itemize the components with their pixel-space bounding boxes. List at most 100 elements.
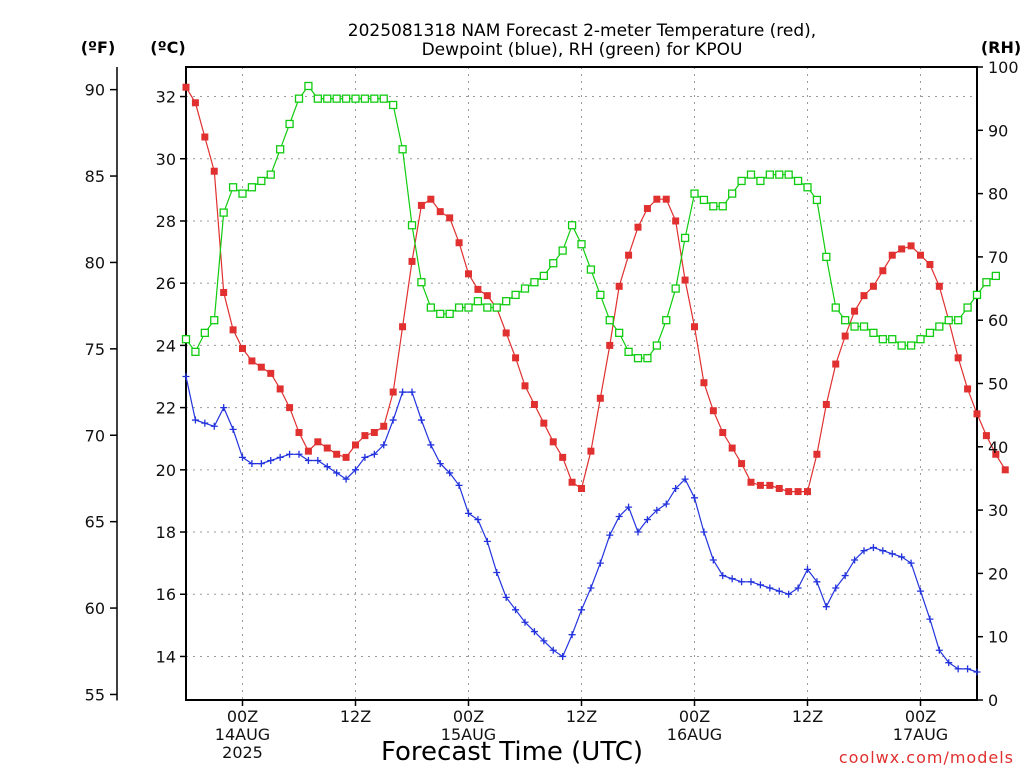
dewpoint-point: [634, 528, 642, 536]
x-tick-label: 00Z: [227, 707, 258, 726]
dewpoint-point: [257, 460, 265, 468]
dewpoint-point: [380, 441, 388, 449]
temperature-point: [691, 323, 698, 331]
rh-point: [859, 322, 869, 331]
dewpoint-point: [860, 547, 868, 555]
rh-point: [454, 303, 464, 312]
temperature-point: [474, 285, 482, 293]
rh-point: [398, 145, 407, 154]
rh-tick-label: 0: [988, 691, 998, 710]
dewpoint-point: [851, 556, 859, 564]
dewpoint-point: [191, 416, 199, 424]
celsius-tick-label: 24: [156, 336, 176, 355]
rh-point: [633, 354, 643, 363]
rh-point: [756, 176, 765, 186]
rh-point: [341, 94, 351, 103]
rh-point: [379, 94, 388, 103]
rh-point: [181, 335, 191, 344]
celsius-unit-label: (ºC): [150, 38, 185, 57]
fahrenheit-tick-label: 85: [85, 167, 105, 186]
rh-point: [662, 316, 671, 325]
dewpoint-point: [229, 425, 237, 433]
temperature-line: [185, 86, 1006, 493]
temperature-point: [370, 428, 378, 436]
fahrenheit-tick-label: 90: [85, 81, 105, 100]
temperature-point: [596, 394, 604, 402]
celsius-tick-label: 30: [156, 150, 176, 169]
rh-point: [888, 335, 897, 344]
rh-point: [690, 189, 699, 198]
dewpoint-point: [267, 456, 275, 464]
temperature-point: [860, 292, 868, 300]
dewpoint-point: [879, 547, 887, 555]
temperature-point: [361, 432, 369, 440]
chart-title-line-1: 2025081318 NAM Forecast 2-meter Temperat…: [348, 21, 816, 41]
rh-point: [247, 183, 257, 192]
dewpoint-point: [436, 460, 444, 468]
temperature-point: [917, 251, 924, 259]
temperature-point: [399, 323, 407, 331]
temperature-point: [380, 422, 388, 430]
temperature-point: [342, 453, 350, 461]
rh-point: [793, 176, 803, 186]
temperature-point: [719, 428, 727, 436]
fahrenheit-tick-label: 75: [85, 340, 105, 359]
rh-point: [285, 119, 294, 129]
dewpoint-point: [973, 668, 981, 676]
rh-tick-label: 80: [988, 185, 1008, 204]
tick-labels: 55 60 65 70 75 80 85 90 14 16 18 20 22 24 26 28 30 32 0 10 2…: [85, 58, 1019, 762]
x-tick-label: 15AUG: [441, 725, 496, 744]
temperature-point: [794, 488, 802, 496]
temperature-point: [964, 385, 972, 393]
rh-point: [746, 170, 756, 179]
dewpoint-point: [333, 469, 341, 477]
rh-point: [803, 183, 812, 192]
rh-point: [473, 297, 483, 306]
temperature-point: [822, 400, 830, 408]
dewpoint-point: [738, 578, 746, 586]
dewpoint-point: [832, 584, 840, 592]
rh-point: [775, 170, 784, 179]
celsius-tick-label: 26: [156, 274, 176, 293]
dewpoint-point: [775, 587, 783, 595]
rh-point: [219, 208, 228, 217]
temperature-point: [427, 195, 435, 203]
temperature-point: [973, 410, 981, 418]
temperature-point: [747, 478, 755, 486]
x-tick-label: 17AUG: [893, 725, 948, 744]
dewpoint-point: [926, 615, 934, 623]
dewpoint-point: [917, 587, 924, 595]
rh-point: [511, 290, 520, 300]
rh-point: [389, 100, 398, 110]
rh-point: [539, 271, 548, 281]
celsius-tick-label: 18: [156, 523, 176, 542]
temperature-point: [662, 195, 670, 203]
rh-tick-label: 100: [988, 58, 1019, 77]
temperature-point: [239, 345, 246, 353]
dewpoint-point: [455, 481, 463, 489]
rh-point: [906, 341, 916, 350]
dewpoint-point: [474, 516, 482, 524]
dewpoint-point: [766, 584, 774, 592]
rh-point: [266, 170, 275, 179]
dewpoint-point: [568, 631, 576, 639]
rh-point: [276, 145, 285, 154]
fahrenheit-tick-label: 65: [85, 513, 105, 532]
temperature-point: [756, 481, 764, 489]
rh-point: [869, 328, 878, 338]
rh-point: [417, 278, 426, 287]
rh-point: [492, 303, 501, 312]
dewpoint-point: [615, 512, 623, 520]
dewpoint-point: [681, 475, 689, 483]
rh-point: [671, 284, 680, 293]
temperature-point: [540, 419, 548, 427]
rh-point: [718, 202, 727, 211]
temperature-point: [248, 357, 256, 365]
temperature-point: [314, 438, 322, 446]
x-tick-label: 00Z: [905, 707, 936, 726]
temperature-point: [615, 282, 623, 290]
dewpoint-point: [709, 556, 717, 564]
rh-tick-label: 90: [988, 121, 1008, 140]
temperature-point: [436, 208, 444, 216]
temperature-point: [587, 447, 595, 455]
